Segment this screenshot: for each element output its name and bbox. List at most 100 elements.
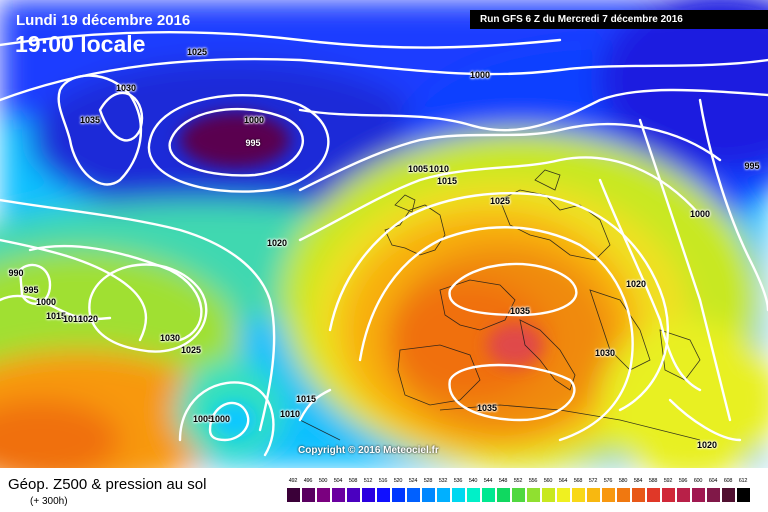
legend-value: 544 bbox=[483, 478, 493, 484]
legend-value: 516 bbox=[378, 478, 388, 484]
legend-value: 588 bbox=[648, 478, 658, 484]
legend-swatch bbox=[541, 487, 556, 503]
legend-value: 552 bbox=[513, 478, 523, 484]
legend-swatch bbox=[421, 487, 436, 503]
legend-swatch bbox=[286, 487, 301, 503]
isobar-label: 995 bbox=[744, 161, 760, 171]
isobar-label: 1020 bbox=[625, 279, 647, 289]
isobar-label: 1000 bbox=[469, 70, 491, 80]
isobar-label: 1030 bbox=[594, 348, 616, 358]
legend-value: 548 bbox=[498, 478, 508, 484]
isobar-label: 995 bbox=[245, 138, 261, 148]
legend-value: 556 bbox=[528, 478, 538, 484]
legend-swatch bbox=[376, 487, 391, 503]
isobar-label: 990 bbox=[8, 268, 24, 278]
legend-swatch bbox=[646, 487, 661, 503]
isobar-label: 1035 bbox=[509, 306, 531, 316]
isobar-label: 1035 bbox=[476, 403, 498, 413]
legend-swatch bbox=[466, 487, 481, 503]
legend-swatch bbox=[301, 487, 316, 503]
legend-value: 508 bbox=[348, 478, 358, 484]
legend-value: 536 bbox=[453, 478, 463, 484]
legend-value: 584 bbox=[633, 478, 643, 484]
legend-value: 528 bbox=[423, 478, 433, 484]
legend-value: 604 bbox=[708, 478, 718, 484]
isobar-label: 995 bbox=[23, 285, 39, 295]
legend-value: 572 bbox=[588, 478, 598, 484]
legend-value: 592 bbox=[663, 478, 673, 484]
legend-swatch bbox=[316, 487, 331, 503]
legend-swatch bbox=[526, 487, 541, 503]
legend-swatch bbox=[571, 487, 586, 503]
legend-value: 540 bbox=[468, 478, 478, 484]
legend-swatch bbox=[736, 487, 751, 503]
forecast-date: Lundi 19 décembre 2016 bbox=[16, 12, 191, 29]
legend-value: 576 bbox=[603, 478, 613, 484]
product-title: Géop. Z500 & pression au sol bbox=[8, 476, 207, 493]
legend-swatch bbox=[391, 487, 406, 503]
legend-value: 600 bbox=[693, 478, 703, 484]
legend-value: 612 bbox=[738, 478, 748, 484]
legend-value: 492 bbox=[288, 478, 298, 484]
legend-swatch bbox=[586, 487, 601, 503]
legend-value: 608 bbox=[723, 478, 733, 484]
isobar-label: 1020 bbox=[77, 314, 99, 324]
isobar-label: 1005 bbox=[192, 414, 214, 424]
isobar-label: 1000 bbox=[689, 209, 711, 219]
color-scale-legend: 492 496 500 504 508 512 516 520 524 528 532 536 540 5… bbox=[286, 478, 751, 506]
legend-swatch bbox=[346, 487, 361, 503]
isobar-label: 1020 bbox=[266, 238, 288, 248]
legend-swatch bbox=[601, 487, 616, 503]
forecast-range: (+ 300h) bbox=[30, 496, 68, 507]
legend-value: 496 bbox=[303, 478, 313, 484]
isobar-label: 1010 bbox=[428, 164, 450, 174]
footer: Géop. Z500 & pression au sol (+ 300h) 49… bbox=[0, 468, 768, 512]
isobar-label: 1015 bbox=[295, 394, 317, 404]
isobar-label: 1005 bbox=[407, 164, 429, 174]
legend-swatch bbox=[436, 487, 451, 503]
legend-value: 564 bbox=[558, 478, 568, 484]
legend-swatch bbox=[361, 487, 376, 503]
legend-swatch bbox=[661, 487, 676, 503]
legend-swatch bbox=[706, 487, 721, 503]
isobar-label: 1025 bbox=[180, 345, 202, 355]
isobar-label: 1025 bbox=[489, 196, 511, 206]
legend-swatch bbox=[676, 487, 691, 503]
model-run-info: Run GFS 6 Z du Mercredi 7 décembre 2016 bbox=[470, 10, 768, 29]
legend-swatch bbox=[616, 487, 631, 503]
legend-swatch bbox=[511, 487, 526, 503]
legend-swatch bbox=[481, 487, 496, 503]
copyright-notice: Copyright © 2016 Meteociel.fr bbox=[298, 445, 439, 456]
isobar-label: 1020 bbox=[696, 440, 718, 450]
legend-value: 560 bbox=[543, 478, 553, 484]
legend-swatch bbox=[691, 487, 706, 503]
forecast-local-time: 19:00 locale bbox=[15, 31, 146, 57]
legend-swatch bbox=[331, 487, 346, 503]
isobars bbox=[0, 31, 768, 457]
isobar-label: 1025 bbox=[186, 47, 208, 57]
legend-value: 524 bbox=[408, 478, 418, 484]
legend-value: 500 bbox=[318, 478, 328, 484]
legend-value: 520 bbox=[393, 478, 403, 484]
legend-value: 512 bbox=[363, 478, 373, 484]
isobar-label: 1015 bbox=[45, 311, 67, 321]
legend-value: 504 bbox=[333, 478, 343, 484]
legend-value: 532 bbox=[438, 478, 448, 484]
isobar-label: 1000 bbox=[209, 414, 231, 424]
isobar-label: 1000 bbox=[243, 115, 265, 125]
legend-value: 580 bbox=[618, 478, 628, 484]
isobar-label: 1000 bbox=[35, 297, 57, 307]
isobar-label: 1015 bbox=[436, 176, 458, 186]
legend-swatch bbox=[721, 487, 736, 503]
coastlines bbox=[299, 169, 701, 441]
legend-value: 596 bbox=[678, 478, 688, 484]
isobar-label: 1030 bbox=[115, 83, 137, 93]
legend-swatch bbox=[496, 487, 511, 503]
legend-swatch bbox=[631, 487, 646, 503]
isobar-label: 1010 bbox=[62, 314, 84, 324]
legend-swatch bbox=[556, 487, 571, 503]
legend-swatch bbox=[406, 487, 421, 503]
weather-map: 1025 1030 1035 1000 995 1000 1005 1010 1… bbox=[0, 0, 768, 468]
isobar-label: 1035 bbox=[79, 115, 101, 125]
legend-swatch bbox=[451, 487, 466, 503]
